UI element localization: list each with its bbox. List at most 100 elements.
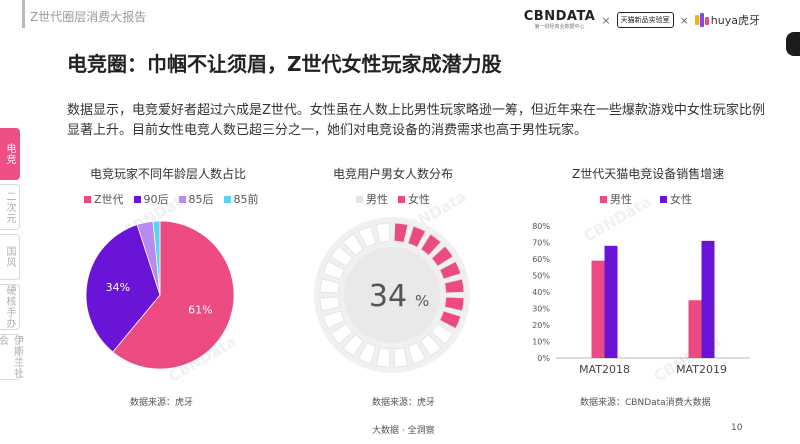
sales-chart-title: Z世代天猫电竞设备销售增速 (572, 167, 725, 181)
y-tick-label: 80% (532, 222, 550, 231)
bar (591, 260, 605, 358)
legend-item: Z世代 (84, 191, 124, 207)
legend-label: Z世代 (94, 193, 124, 206)
gender-chart-source: 数据来源：虎牙 (372, 398, 436, 408)
y-tick-label: 50% (532, 272, 550, 281)
y-tick-label: 20% (532, 321, 550, 330)
ring-segment (330, 323, 353, 345)
ring-segment (420, 233, 442, 256)
ring-segment (322, 310, 345, 330)
ring-segment (439, 260, 462, 280)
tmall-lab-logo: 天猫新品实验室 (616, 12, 674, 28)
legend-label: 女性 (670, 193, 692, 206)
legend-label: 85后 (188, 193, 214, 206)
partner-logos: CBNDATA 第一财经商业数据中心 × 天猫新品实验室 × huya虎牙 (524, 8, 760, 32)
cbndata-logo-text: CBNDATA (523, 9, 596, 24)
cbndata-logo-subtitle: 第一财经商业数据中心 (534, 24, 585, 30)
gender-ring-chart: 34% (314, 217, 470, 373)
ring-center-unit: % (415, 292, 429, 310)
ring-segment (375, 347, 391, 368)
ring-segment (431, 245, 454, 267)
age-pie-chart: 61% 34% (85, 220, 235, 370)
cbndata-logo: CBNDATA 第一财经商业数据中心 (524, 10, 596, 30)
corner-tab-button[interactable] (786, 32, 800, 56)
legend-item: 90后 (133, 191, 169, 207)
ring-segment (407, 342, 427, 365)
pie-slice (152, 220, 161, 296)
y-tick-label: 40% (532, 288, 550, 297)
legend-label: 90后 (143, 193, 169, 206)
gender-chart-legend: 男性 女性 (356, 191, 430, 207)
legend-swatch (398, 195, 405, 203)
sales-chart-source: 数据来源：CBNData消费大数据 (580, 398, 711, 408)
ring-center-disc (344, 247, 440, 343)
gender-chart-title: 电竞用户男女人数分布 (333, 167, 454, 181)
huya-mark-icon (694, 13, 709, 27)
legend-label: 女性 (408, 193, 430, 206)
ring-segment (330, 245, 353, 267)
page-number: 10 (731, 423, 743, 433)
pie-slice-label: 34% (106, 281, 130, 294)
legend-item: 女性 (398, 191, 430, 207)
report-title: Z世代圈层消费大报告 (30, 10, 147, 24)
legend-swatch (223, 195, 231, 203)
legend-item: 男性 (600, 191, 632, 207)
side-tab-figures[interactable]: 硬核手办 (0, 284, 20, 330)
y-tick-label: 0% (537, 354, 550, 363)
legend-swatch (600, 195, 607, 203)
footer-text: 大数据 · 全洞察 (372, 426, 435, 436)
ring-segment (444, 296, 465, 312)
y-tick-label: 70% (532, 239, 550, 248)
ring-segment (407, 225, 427, 248)
ring-segment (393, 222, 409, 243)
bar (688, 300, 702, 358)
ring-segment (375, 222, 391, 243)
pie-slice (112, 220, 235, 370)
ring-segment (393, 347, 409, 368)
pie-slice (85, 224, 161, 353)
ring-segment (319, 278, 340, 294)
legend-swatch (178, 195, 186, 203)
ring-segment (319, 296, 340, 312)
ring-segment (342, 233, 364, 256)
x-tick-label: MAT2018 (579, 363, 630, 376)
legend-label: 男性 (610, 193, 632, 206)
sales-chart-legend: 男性 女性 (600, 191, 692, 207)
legend-item: 85前 (223, 191, 259, 207)
page-title: 电竞圈：巾帼不让须眉，Z世代女性玩家成潜力股 (67, 52, 502, 76)
ring-segment (420, 334, 442, 357)
pie-slice-label: 61% (188, 304, 212, 317)
ring-segment (431, 323, 454, 345)
ring-center-value: 34 (369, 279, 407, 314)
ring-segment (342, 334, 364, 357)
bar (604, 245, 618, 358)
header-accent-bar (22, 0, 25, 28)
y-tick-label: 10% (532, 338, 550, 347)
ring-segment (444, 278, 465, 294)
ring-segment (357, 342, 377, 365)
age-chart-source: 数据来源：虎牙 (130, 398, 194, 408)
sales-bar-chart: 0% 10% 20% 30% 40% 50% 60% 70% 80% MAT2018 MAT2019 (532, 222, 750, 376)
y-tick-label: 60% (532, 255, 550, 264)
legend-label: 85前 (233, 193, 259, 206)
x-tick-label: MAT2019 (676, 363, 727, 376)
legend-label: 男性 (366, 193, 388, 206)
side-tab-esports[interactable]: 电竞 (0, 128, 20, 180)
legend-swatch (133, 195, 141, 203)
legend-item: 85后 (178, 191, 214, 207)
side-tab-other[interactable]: 伊斯兰社会 (0, 334, 23, 380)
side-tab-acg[interactable]: 二次元 (0, 184, 20, 230)
side-nav: 电竞 二次元 国风 硬核手办 伊斯兰社会 (0, 128, 23, 384)
age-chart-title: 电竞玩家不同年龄层人数占比 (90, 167, 247, 181)
intro-paragraph: 数据显示，电竞爱好者超过六成是Z世代。女性虽在人数上比男性玩家略逊一筹，但近年来… (67, 103, 765, 138)
bar (701, 240, 715, 358)
age-chart-legend: Z世代 90后 85后 85前 (84, 191, 259, 207)
legend-swatch (660, 195, 667, 203)
y-tick-label: 30% (532, 305, 550, 314)
legend-swatch (356, 195, 363, 203)
legend-item: 女性 (660, 191, 692, 207)
legend-swatch (84, 195, 91, 203)
legend-item: 男性 (356, 191, 388, 207)
huya-logo-text: huya虎牙 (710, 14, 760, 27)
side-tab-guofeng[interactable]: 国风 (0, 234, 20, 280)
